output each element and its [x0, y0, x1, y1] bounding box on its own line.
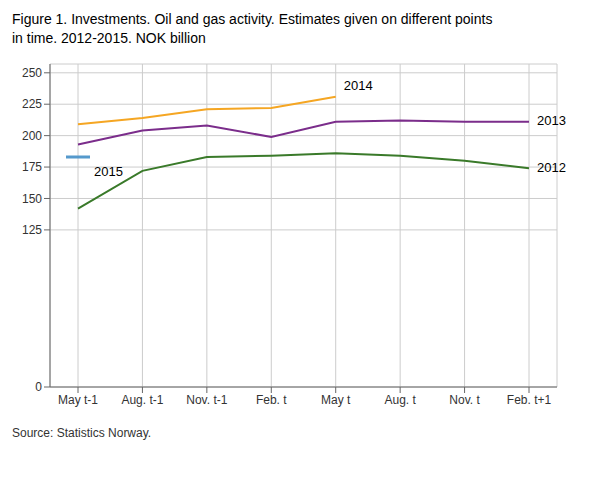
svg-text:2013: 2013 — [537, 113, 566, 128]
svg-text:2012: 2012 — [537, 160, 566, 175]
svg-text:Nov. t: Nov. t — [449, 393, 480, 407]
svg-text:250: 250 — [22, 66, 42, 80]
svg-text:225: 225 — [22, 97, 42, 111]
svg-text:175: 175 — [22, 160, 42, 174]
svg-text:Feb. t+1: Feb. t+1 — [507, 393, 552, 407]
svg-text:2015: 2015 — [94, 164, 123, 179]
svg-text:Feb. t: Feb. t — [256, 393, 287, 407]
svg-text:0: 0 — [35, 380, 42, 394]
svg-text:2014: 2014 — [344, 78, 373, 93]
html-text:in time. 2012-2015. NOK billio: in time. 2012-2015. NOK billion — [12, 30, 206, 46]
svg-text:Aug. t-1: Aug. t-1 — [121, 393, 163, 407]
svg-text:150: 150 — [22, 192, 42, 206]
svg-text:125: 125 — [22, 223, 42, 237]
svg-text:Aug. t: Aug. t — [384, 393, 416, 407]
svg-text:200: 200 — [22, 129, 42, 143]
svg-text:May t-1: May t-1 — [58, 393, 98, 407]
svg-text:Nov. t-1: Nov. t-1 — [186, 393, 227, 407]
html-text:Source: Statistics Norway.: Source: Statistics Norway. — [12, 426, 152, 440]
html-text:Figure 1. Investments. Oil and: Figure 1. Investments. Oil and gas activ… — [12, 11, 493, 27]
svg-text:May t: May t — [321, 393, 351, 407]
